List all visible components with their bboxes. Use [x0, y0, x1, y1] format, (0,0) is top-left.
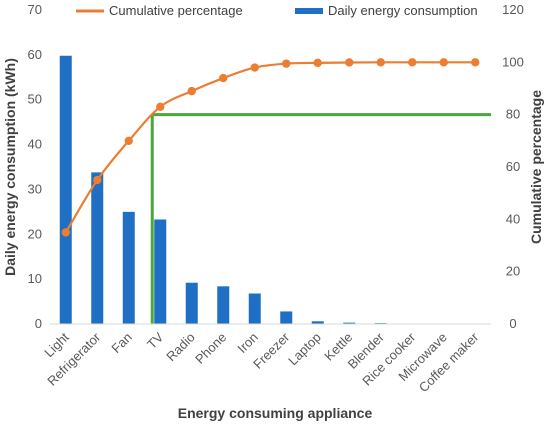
legend-label-cumulative: Cumulative percentage	[109, 3, 243, 18]
bar	[59, 55, 72, 325]
cumulative-point	[61, 228, 70, 237]
cumulative-line-series	[61, 58, 480, 237]
bar	[311, 321, 324, 324]
y-tick-label: 0	[35, 316, 42, 331]
x-tick-label: TV	[144, 329, 167, 352]
cumulative-point	[439, 58, 448, 67]
y2-tick-label: 40	[506, 211, 520, 226]
y-tick-label: 10	[28, 271, 42, 286]
y-tick-label: 30	[28, 181, 42, 196]
bar	[154, 219, 167, 324]
x-tick-label: Laptop	[285, 330, 324, 369]
cumulative-point	[93, 175, 102, 185]
left-axis-ticks: 0 10 20 30 40 50 60 70	[28, 2, 42, 331]
cumulative-point	[156, 102, 165, 112]
cumulative-point	[124, 136, 133, 146]
cumulative-line	[64, 61, 476, 233]
cumulative-point	[471, 58, 480, 67]
cumulative-point	[219, 73, 228, 83]
y2-tick-label: 20	[506, 264, 520, 279]
bar	[91, 172, 104, 324]
cumulative-point	[187, 86, 196, 96]
y-tick-label: 50	[28, 92, 42, 107]
cumulative-point	[250, 63, 259, 72]
x-tick-label: Fan	[108, 330, 134, 356]
x-tick-label: Freezer	[250, 329, 293, 372]
y2-tick-label: 0	[509, 316, 516, 331]
y-tick-label: 40	[28, 137, 42, 152]
y-tick-label: 60	[28, 47, 42, 62]
bar	[217, 286, 230, 324]
y-tick-label: 70	[28, 2, 42, 17]
x-tick-label: Radio	[163, 330, 198, 365]
x-tick-label: Phone	[192, 330, 229, 367]
bar-series	[59, 55, 482, 325]
y2-tick-label: 120	[502, 2, 524, 17]
y2-tick-label: 100	[502, 54, 524, 69]
x-tick-label: Iron	[234, 330, 260, 356]
y2-tick-label: 80	[506, 107, 520, 122]
y2-axis-title: Cumulative percentage	[528, 90, 544, 244]
cumulative-point	[282, 59, 291, 68]
cumulative-point	[313, 58, 322, 68]
legend-label-daily: Daily energy consumption	[328, 3, 478, 18]
cumulative-point	[376, 58, 385, 67]
bar	[280, 311, 293, 324]
bar	[122, 211, 135, 324]
bar	[248, 293, 261, 324]
bar	[185, 282, 198, 324]
y2-tick-label: 60	[506, 159, 520, 174]
bar	[343, 322, 356, 324]
legend: Cumulative percentage Daily energy consu…	[76, 3, 478, 18]
cumulative-point	[408, 58, 417, 67]
threshold-lines	[150, 113, 491, 324]
cumulative-point	[345, 58, 354, 67]
y-axis-title: Daily energy consumption (kWh)	[2, 58, 18, 276]
x-axis-title: Energy consuming appliance	[178, 405, 373, 421]
right-axis-ticks: 0 20 40 60 80 100 120	[502, 2, 524, 331]
y-tick-label: 20	[28, 226, 42, 241]
